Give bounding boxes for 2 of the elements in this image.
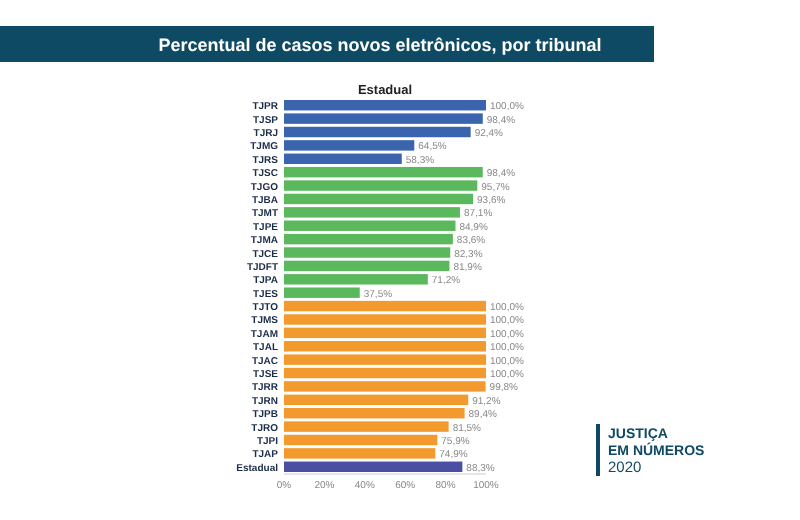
chart-title: Percentual de casos novos eletrônicos, por tribunal [158,35,602,55]
bar [284,461,463,472]
